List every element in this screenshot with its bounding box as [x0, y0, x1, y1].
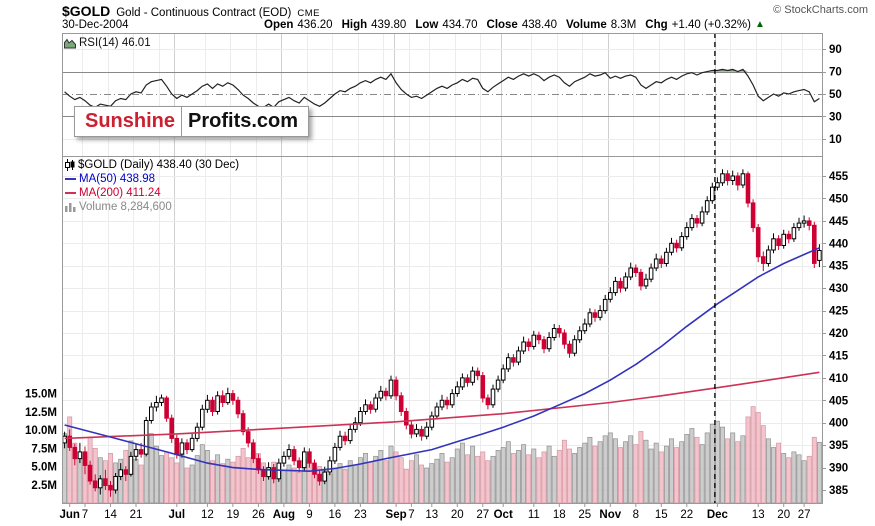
- svg-text:Sep: Sep: [386, 509, 407, 521]
- svg-text:16: 16: [329, 509, 342, 521]
- rsi-value-label: RSI(14) 46.01: [79, 37, 151, 49]
- open-value: 436.20: [297, 19, 333, 31]
- svg-text:26: 26: [252, 509, 265, 521]
- svg-text:13: 13: [752, 509, 765, 521]
- close-value: 438.40: [521, 19, 558, 31]
- svg-text:2.5M: 2.5M: [31, 480, 57, 492]
- svg-text:18: 18: [553, 509, 566, 521]
- svg-text:11: 11: [528, 509, 540, 521]
- svg-text:420: 420: [829, 328, 848, 340]
- svg-text:27: 27: [798, 509, 811, 521]
- svg-text:19: 19: [227, 509, 240, 521]
- svg-text:70: 70: [829, 67, 842, 79]
- svg-text:Aug: Aug: [273, 509, 295, 521]
- svg-text:12: 12: [201, 509, 214, 521]
- svg-text:22: 22: [680, 509, 693, 521]
- symbol: $GOLD: [62, 3, 111, 19]
- rsi-panel-label: RSI(14) 46.01: [64, 37, 151, 49]
- svg-text:410: 410: [829, 373, 848, 385]
- svg-text:20: 20: [451, 509, 464, 521]
- chg-value: +1.40 (+0.32%): [671, 19, 751, 31]
- svg-text:7: 7: [82, 509, 88, 521]
- rsi-area-icon: [64, 38, 76, 48]
- svg-text:405: 405: [829, 395, 849, 407]
- svg-text:445: 445: [829, 216, 849, 228]
- quote-row: 30-Dec-2004 Open 436.20 High 439.80 Low …: [62, 19, 765, 31]
- svg-text:Jun: Jun: [59, 509, 79, 521]
- svg-text:385: 385: [829, 485, 849, 497]
- ma50-line-swatch: [65, 178, 76, 180]
- chg-label: Chg: [645, 19, 668, 31]
- svg-text:390: 390: [829, 463, 848, 475]
- instrument-name: Gold - Continuous Contract (EOD): [116, 7, 292, 19]
- candlestick-icon: [65, 159, 75, 171]
- high-label: High: [341, 19, 368, 31]
- up-triangle-icon: ▲: [754, 19, 765, 30]
- high-value: 439.80: [371, 19, 407, 31]
- svg-text:425: 425: [829, 306, 849, 318]
- low-value: 434.70: [442, 19, 478, 31]
- svg-text:90: 90: [829, 44, 842, 56]
- svg-text:7.5M: 7.5M: [31, 443, 57, 455]
- legend-title: $GOLD (Daily) 438.40 (30 Dec): [78, 159, 240, 171]
- svg-text:8: 8: [633, 509, 639, 521]
- svg-text:435: 435: [829, 261, 849, 273]
- svg-text:9: 9: [306, 509, 312, 521]
- svg-text:7: 7: [408, 509, 414, 521]
- legend-ma200: MA(200) 411.24: [79, 187, 161, 199]
- low-label: Low: [415, 19, 439, 31]
- svg-text:20: 20: [777, 509, 790, 521]
- svg-text:5.0M: 5.0M: [31, 462, 57, 474]
- volume-bars-icon: [65, 203, 76, 212]
- close-label: Close: [486, 19, 518, 31]
- svg-text:Nov: Nov: [599, 509, 621, 521]
- open-label: Open: [264, 19, 294, 31]
- svg-text:21: 21: [130, 509, 143, 521]
- svg-text:15: 15: [655, 509, 668, 521]
- svg-text:23: 23: [354, 509, 367, 521]
- svg-text:13: 13: [425, 509, 438, 521]
- watermark-profits: Profits.com: [188, 110, 299, 132]
- svg-text:Dec: Dec: [707, 509, 729, 521]
- chart-header: $GOLD Gold - Continuous Contract (EOD) C…: [62, 3, 320, 19]
- watermark-sunshine: Sunshine: [75, 107, 183, 136]
- volume-label: Volume: [566, 19, 607, 31]
- svg-text:Jul: Jul: [168, 509, 185, 521]
- svg-text:395: 395: [829, 440, 849, 452]
- svg-text:Oct: Oct: [494, 509, 513, 521]
- svg-text:455: 455: [829, 171, 849, 183]
- legend-volume: Volume 8,284,600: [79, 201, 172, 213]
- svg-text:27: 27: [476, 509, 489, 521]
- svg-text:30: 30: [829, 111, 842, 123]
- svg-text:15.0M: 15.0M: [25, 389, 57, 401]
- copyright: © StockCharts.com: [773, 4, 868, 16]
- svg-text:440: 440: [829, 238, 848, 250]
- svg-text:430: 430: [829, 283, 848, 295]
- svg-text:415: 415: [829, 350, 849, 362]
- quote-date: 30-Dec-2004: [62, 19, 129, 31]
- main-chart-legend: $GOLD (Daily) 438.40 (30 Dec) MA(50) 438…: [65, 158, 239, 214]
- sunshine-profits-watermark: Sunshine Profits.com: [74, 106, 310, 137]
- svg-text:14: 14: [104, 509, 117, 521]
- svg-text:12.5M: 12.5M: [25, 407, 57, 419]
- svg-text:10.0M: 10.0M: [25, 425, 57, 437]
- svg-text:400: 400: [829, 418, 848, 430]
- exchange-label: CME: [297, 8, 320, 19]
- svg-text:25: 25: [578, 509, 591, 521]
- svg-text:10: 10: [829, 134, 842, 146]
- ma200-line-swatch: [65, 192, 76, 194]
- svg-text:450: 450: [829, 193, 848, 205]
- volume-value: 8.3M: [610, 19, 637, 31]
- svg-text:50: 50: [829, 89, 842, 101]
- legend-ma50: MA(50) 438.98: [79, 173, 156, 185]
